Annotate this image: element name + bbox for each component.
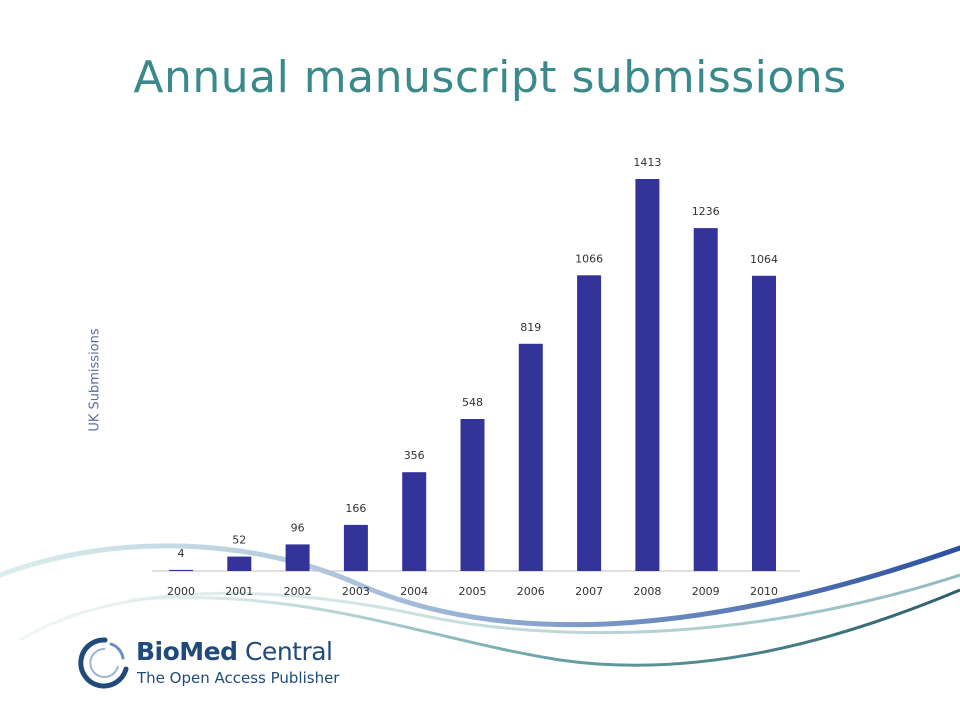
bar-2006 [518, 343, 543, 571]
data-label-2000: 4 [178, 547, 185, 560]
logo-brand-bold: BioMed [136, 637, 238, 666]
bars-group [169, 179, 776, 571]
data-label-2006: 819 [520, 321, 541, 334]
data-label-2003: 166 [345, 502, 366, 515]
data-label-2007: 1066 [575, 252, 603, 265]
logo-tagline: The Open Access Publisher [137, 669, 340, 687]
data-label-2009: 1236 [692, 205, 720, 218]
data-label-2005: 548 [462, 396, 483, 409]
bar-2002 [285, 544, 310, 571]
logo-brand-regular: Central [237, 637, 333, 666]
x-tick-label-2008: 2008 [633, 585, 661, 598]
bar-2000 [169, 569, 193, 571]
x-tick-label-2009: 2009 [692, 585, 720, 598]
data-label-2002: 96 [291, 521, 305, 534]
data-label-2008: 1413 [633, 156, 661, 169]
bar-2007 [577, 275, 602, 571]
x-tick-label-2000: 2000 [167, 585, 195, 598]
swoosh-lower [129, 588, 960, 667]
x-tick-label-2010: 2010 [750, 585, 778, 598]
logo-brand-name: BioMed Central [136, 638, 333, 666]
x-tick-label-2005: 2005 [459, 585, 487, 598]
x-tick-labels-group: 2000 2001 2002 2003 2004 2005 2006 2007 2008 2009… [167, 585, 778, 598]
slide-title: Annual manuscript submissions [133, 52, 847, 103]
swoosh-upper [0, 543, 960, 628]
bar-2003 [343, 524, 368, 571]
logo-ring-icon [78, 637, 129, 689]
data-label-2001: 52 [232, 534, 246, 547]
x-tick-label-2003: 2003 [342, 585, 370, 598]
bar-2010 [752, 275, 776, 571]
biomed-central-logo: BioMed Central The Open Access Publisher [78, 636, 340, 692]
data-label-2010: 1064 [750, 253, 778, 266]
data-labels-group: 4 52 96 166 356 548 819 1066 1413 1236 1064 [178, 156, 779, 560]
x-tick-label-2007: 2007 [575, 585, 603, 598]
bar-2008 [635, 179, 660, 571]
x-tick-label-2002: 2002 [284, 585, 312, 598]
bar-2001 [227, 556, 252, 571]
x-tick-label-2006: 2006 [517, 585, 545, 598]
x-tick-label-2001: 2001 [225, 585, 253, 598]
bar-2004 [402, 472, 427, 571]
bar-2005 [460, 419, 485, 571]
data-label-2004: 356 [404, 449, 425, 462]
x-tick-label-2004: 2004 [400, 585, 428, 598]
bar-2009 [693, 228, 718, 571]
